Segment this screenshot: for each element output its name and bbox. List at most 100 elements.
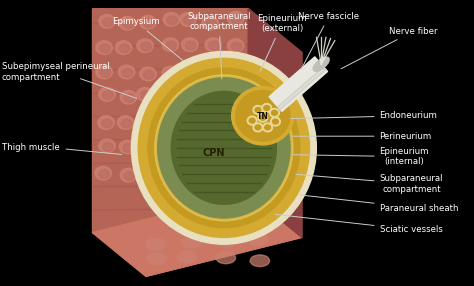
Ellipse shape	[183, 16, 194, 25]
Ellipse shape	[207, 70, 218, 79]
Ellipse shape	[227, 143, 244, 157]
Ellipse shape	[182, 38, 198, 51]
Ellipse shape	[180, 90, 196, 104]
Ellipse shape	[236, 90, 290, 141]
Text: CPN: CPN	[203, 148, 225, 158]
Ellipse shape	[158, 167, 175, 181]
Ellipse shape	[186, 142, 197, 150]
Ellipse shape	[120, 168, 137, 182]
Ellipse shape	[231, 120, 242, 129]
Ellipse shape	[249, 118, 255, 123]
Text: Paraneural sheath: Paraneural sheath	[300, 195, 458, 213]
Ellipse shape	[162, 171, 173, 180]
Ellipse shape	[98, 116, 114, 129]
Text: Perineurium: Perineurium	[293, 132, 432, 141]
Ellipse shape	[103, 18, 113, 27]
Ellipse shape	[217, 235, 237, 247]
Ellipse shape	[205, 117, 216, 126]
Ellipse shape	[145, 170, 155, 178]
Ellipse shape	[205, 38, 221, 51]
Ellipse shape	[155, 75, 293, 221]
Polygon shape	[92, 9, 302, 276]
Text: Epineurium
(external): Epineurium (external)	[257, 13, 307, 72]
Ellipse shape	[270, 108, 279, 117]
Ellipse shape	[164, 117, 175, 126]
Ellipse shape	[137, 88, 153, 101]
Ellipse shape	[100, 69, 110, 77]
Ellipse shape	[160, 114, 177, 128]
Ellipse shape	[140, 15, 156, 29]
Ellipse shape	[227, 12, 244, 25]
Ellipse shape	[119, 140, 136, 154]
Ellipse shape	[182, 163, 198, 177]
Ellipse shape	[231, 15, 242, 24]
Ellipse shape	[227, 39, 244, 52]
Ellipse shape	[123, 20, 134, 29]
Ellipse shape	[313, 57, 329, 71]
Text: Sciatic vessels: Sciatic vessels	[275, 214, 443, 234]
Ellipse shape	[184, 113, 201, 126]
Ellipse shape	[166, 41, 177, 50]
Ellipse shape	[201, 114, 218, 128]
Ellipse shape	[139, 138, 155, 152]
Ellipse shape	[144, 70, 154, 79]
Ellipse shape	[188, 116, 199, 125]
Ellipse shape	[231, 42, 242, 51]
Ellipse shape	[167, 16, 178, 25]
Ellipse shape	[95, 166, 111, 180]
Ellipse shape	[137, 39, 153, 52]
Ellipse shape	[121, 119, 132, 128]
Text: Nerve fascicle: Nerve fascicle	[299, 12, 360, 69]
Ellipse shape	[182, 138, 199, 152]
Ellipse shape	[271, 117, 280, 126]
Ellipse shape	[138, 58, 310, 237]
Polygon shape	[269, 57, 328, 112]
Text: Subepimyseal perineural
compartment: Subepimyseal perineural compartment	[2, 62, 109, 82]
Text: Epineurium
(internal): Epineurium (internal)	[294, 147, 429, 166]
Ellipse shape	[183, 65, 200, 79]
Ellipse shape	[123, 144, 134, 152]
Text: TN: TN	[257, 112, 269, 121]
Ellipse shape	[162, 66, 179, 80]
Text: Subparaneural
compartment: Subparaneural compartment	[187, 12, 251, 79]
Ellipse shape	[265, 125, 271, 130]
Ellipse shape	[162, 38, 179, 51]
Ellipse shape	[161, 142, 178, 156]
Ellipse shape	[141, 42, 151, 51]
Ellipse shape	[187, 69, 198, 77]
Ellipse shape	[226, 92, 243, 106]
Ellipse shape	[272, 110, 277, 115]
Ellipse shape	[248, 234, 268, 245]
Ellipse shape	[138, 115, 154, 128]
Ellipse shape	[99, 139, 115, 153]
Ellipse shape	[247, 116, 257, 125]
Ellipse shape	[117, 116, 134, 129]
Ellipse shape	[210, 93, 220, 102]
Ellipse shape	[226, 166, 243, 180]
Polygon shape	[248, 9, 302, 237]
Ellipse shape	[119, 17, 136, 30]
Ellipse shape	[232, 87, 294, 145]
Ellipse shape	[250, 255, 270, 267]
Ellipse shape	[122, 69, 133, 77]
Ellipse shape	[180, 13, 196, 26]
Polygon shape	[92, 194, 302, 276]
Ellipse shape	[216, 252, 236, 264]
Text: Nerve fiber: Nerve fiber	[341, 27, 438, 69]
Ellipse shape	[131, 51, 316, 244]
Text: Subparaneural
compartment: Subparaneural compartment	[296, 174, 443, 194]
Ellipse shape	[202, 166, 219, 180]
Text: Thigh muscle: Thigh muscle	[2, 143, 60, 152]
Ellipse shape	[177, 251, 197, 263]
Ellipse shape	[102, 119, 112, 128]
Ellipse shape	[96, 41, 112, 54]
Ellipse shape	[147, 253, 166, 265]
Ellipse shape	[260, 115, 266, 120]
Ellipse shape	[146, 239, 165, 250]
Ellipse shape	[140, 67, 156, 81]
Ellipse shape	[185, 41, 196, 50]
Ellipse shape	[103, 91, 113, 100]
Ellipse shape	[142, 118, 152, 127]
Ellipse shape	[158, 78, 290, 218]
Ellipse shape	[165, 146, 176, 154]
